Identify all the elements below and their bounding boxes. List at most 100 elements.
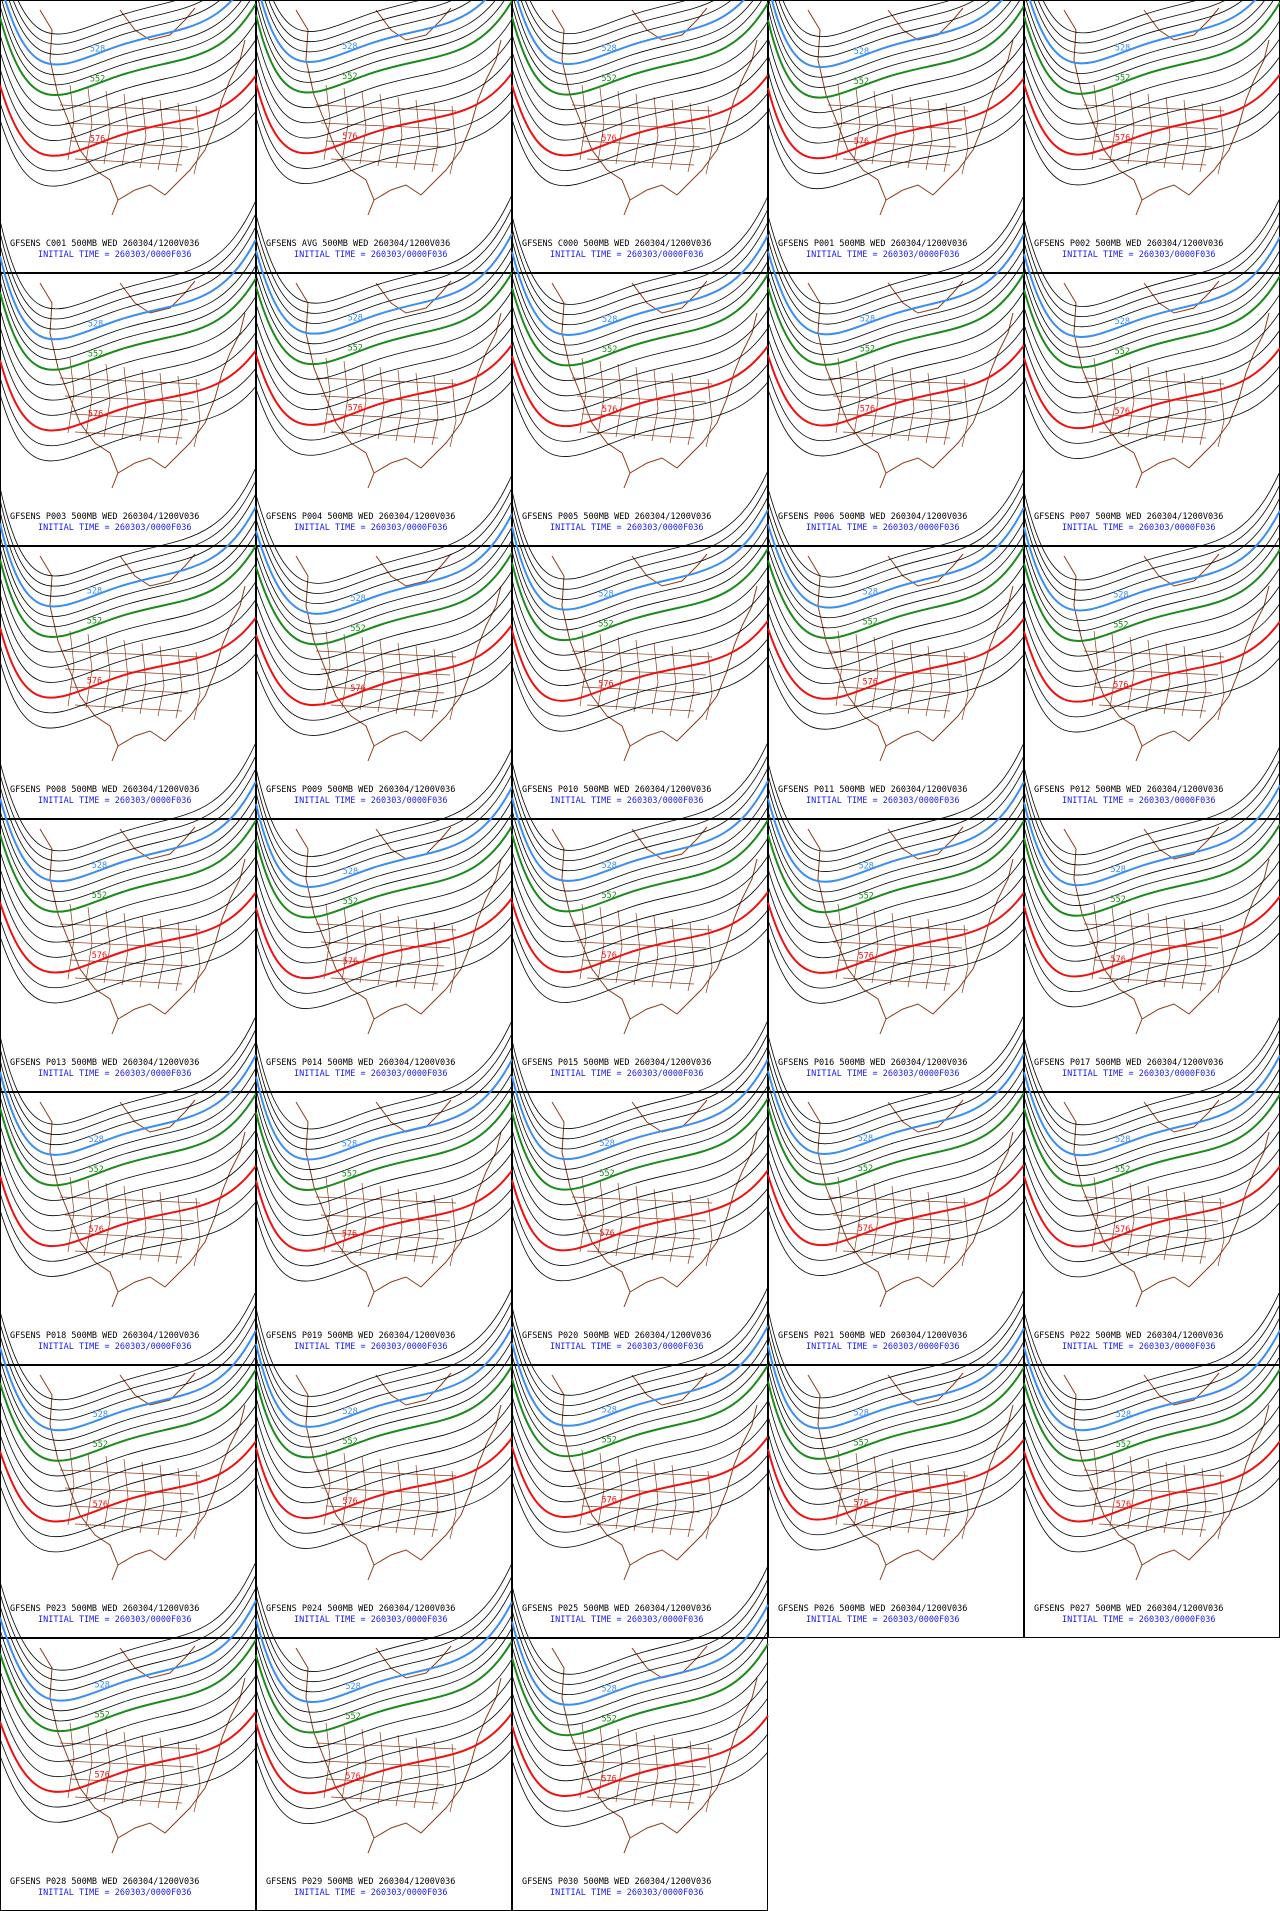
state-border xyxy=(1083,104,1225,112)
height-contour xyxy=(0,385,257,462)
height-contour xyxy=(0,111,257,187)
height-contour-highlight xyxy=(767,820,1025,914)
state-border xyxy=(832,1487,963,1495)
height-contour xyxy=(767,291,1025,381)
state-border xyxy=(64,668,195,676)
contour-label: 528 xyxy=(863,588,878,598)
state-border xyxy=(832,941,963,949)
height-contour xyxy=(1023,1316,1280,1421)
state-border xyxy=(705,651,713,721)
state-border xyxy=(320,395,451,403)
height-contour-highlight xyxy=(511,1097,769,1191)
state-border xyxy=(871,363,879,438)
height-contour-highlight xyxy=(516,0,746,65)
height-contour xyxy=(1023,657,1280,733)
state-border xyxy=(581,140,701,148)
state-border xyxy=(157,372,165,444)
state-border xyxy=(871,909,879,984)
state-border xyxy=(67,630,75,707)
height-contour xyxy=(1023,772,1280,876)
height-contour xyxy=(1023,1404,1280,1492)
panel-init-time: INITIAL TIME = 260303/0000F036 xyxy=(1062,250,1216,260)
panel-init-time: INITIAL TIME = 260303/0000F036 xyxy=(806,796,960,806)
height-contour xyxy=(511,1115,769,1206)
height-contour-highlight xyxy=(255,1712,513,1795)
contour-label: 576 xyxy=(342,1229,357,1239)
contour-label: 552 xyxy=(93,1440,108,1450)
contour-label: 576 xyxy=(1115,407,1130,417)
state-border xyxy=(1217,378,1225,448)
state-border xyxy=(69,1505,189,1513)
state-border xyxy=(1163,1188,1171,1261)
state-border xyxy=(579,1449,587,1526)
contour-label: 576 xyxy=(348,404,363,414)
state-border xyxy=(835,357,843,434)
height-contour xyxy=(0,927,257,1004)
contour-label: 552 xyxy=(88,349,103,359)
state-border xyxy=(1163,915,1171,988)
state-border xyxy=(576,668,707,676)
height-contour xyxy=(255,1627,513,1723)
height-contour xyxy=(255,1473,513,1549)
height-contour xyxy=(511,260,769,356)
height-contour xyxy=(0,57,257,141)
state-border xyxy=(1217,105,1225,175)
panel-title: GFSENS C001 500MB WED 260304/1200V036 xyxy=(10,239,199,249)
state-border xyxy=(175,1467,183,1538)
height-contour-highlight xyxy=(511,1604,769,1706)
panel-border xyxy=(256,1638,512,1911)
contour-label: 552 xyxy=(599,1169,614,1179)
state-border xyxy=(377,93,385,167)
state-border xyxy=(193,924,201,994)
state-border xyxy=(1217,651,1225,721)
state-border xyxy=(69,140,189,148)
height-contour-highlight xyxy=(255,825,513,919)
contour-label: 528 xyxy=(93,1410,108,1420)
height-contour xyxy=(0,493,257,597)
height-contour-highlight xyxy=(767,5,1025,99)
panel-init-time: INITIAL TIME = 260303/0000F036 xyxy=(294,1069,448,1079)
state-border xyxy=(74,704,183,712)
height-contour xyxy=(255,1287,513,1397)
state-border xyxy=(871,636,879,711)
height-contour xyxy=(0,1129,257,1217)
state-border xyxy=(59,650,201,658)
height-contour-highlight xyxy=(0,891,257,974)
map-panel: 528 552 576 GFSENS P012 500MB WED 260304/12… xyxy=(1023,471,1280,819)
height-contour xyxy=(0,265,257,360)
height-contour xyxy=(511,1565,769,1675)
panel-title: GFSENS P026 500MB WED 260304/1200V036 xyxy=(778,1604,967,1614)
height-contour xyxy=(511,793,769,892)
height-contour xyxy=(511,56,769,141)
state-border xyxy=(835,1176,843,1253)
height-contour xyxy=(511,496,769,600)
contour-label: 576 xyxy=(87,676,102,686)
state-border xyxy=(431,921,439,992)
contour-label: 528 xyxy=(854,47,869,57)
state-border xyxy=(651,96,659,169)
height-contour-highlight xyxy=(1023,1440,1280,1523)
state-border xyxy=(576,395,707,403)
contour-label: 528 xyxy=(853,1408,868,1418)
height-contour xyxy=(511,470,769,580)
state-border xyxy=(315,1196,457,1204)
height-contour xyxy=(0,1015,257,1125)
height-contour xyxy=(511,363,769,442)
state-border xyxy=(687,1740,695,1811)
state-border xyxy=(943,375,951,446)
height-contour-highlight xyxy=(0,277,257,371)
state-border xyxy=(961,1470,969,1540)
panel-title: GFSENS P028 500MB WED 260304/1200V036 xyxy=(10,1877,199,1887)
height-contour xyxy=(767,520,1025,618)
state-border xyxy=(842,158,951,166)
height-contour xyxy=(0,332,257,416)
state-border xyxy=(74,1523,183,1531)
map-panel: 528 552 576 GFSENS P008 500MB WED 260304/12… xyxy=(0,467,257,819)
height-contour xyxy=(511,1205,769,1282)
state-border xyxy=(1093,1232,1213,1240)
state-border xyxy=(1091,1449,1099,1526)
panel-title: GFSENS P021 500MB WED 260304/1200V036 xyxy=(778,1331,967,1341)
contour-label: 528 xyxy=(858,862,873,872)
state-border xyxy=(586,431,695,439)
